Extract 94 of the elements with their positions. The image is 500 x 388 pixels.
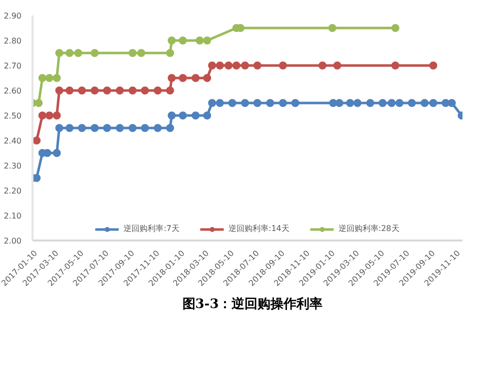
point — [408, 99, 416, 107]
point — [208, 62, 216, 70]
point — [192, 74, 200, 82]
y-tick-label: 2.00 — [4, 236, 22, 246]
y-tick-label: 2.90 — [4, 12, 22, 20]
point — [45, 74, 54, 82]
point — [328, 24, 336, 32]
point — [203, 74, 212, 82]
point — [103, 124, 112, 132]
point — [391, 62, 400, 70]
point — [232, 62, 240, 70]
point — [55, 86, 64, 94]
point — [192, 112, 200, 120]
point — [137, 49, 146, 57]
point — [154, 86, 162, 94]
point — [178, 112, 187, 120]
point — [366, 99, 374, 107]
point — [116, 124, 124, 132]
point — [166, 49, 174, 57]
point — [278, 62, 287, 70]
point — [166, 86, 174, 94]
point — [353, 99, 362, 107]
point — [66, 124, 74, 132]
point — [253, 62, 262, 70]
point — [391, 24, 400, 32]
point — [78, 86, 86, 94]
point — [140, 86, 149, 94]
y-tick-label: 2.60 — [4, 86, 22, 96]
point — [52, 149, 61, 157]
point — [45, 112, 54, 120]
point — [333, 62, 342, 70]
point — [216, 62, 224, 70]
point — [168, 112, 176, 120]
point — [154, 124, 162, 132]
point — [34, 99, 43, 107]
point — [228, 99, 236, 107]
point — [90, 86, 99, 94]
point — [116, 86, 124, 94]
point — [208, 99, 216, 107]
point — [55, 49, 64, 57]
y-tick-label: 2.20 — [4, 186, 22, 196]
point — [388, 99, 396, 107]
point — [278, 99, 287, 107]
y-tick-label: 2.70 — [4, 62, 22, 70]
legend-label: 逆回购利率:14天 — [228, 223, 290, 234]
point — [55, 124, 64, 132]
point — [241, 99, 250, 107]
y-tick-label: 2.80 — [4, 36, 22, 46]
point — [128, 124, 137, 132]
point — [166, 124, 174, 132]
legend-label: 逆回购利率:28天 — [338, 223, 400, 234]
point — [128, 49, 137, 57]
point — [241, 62, 250, 70]
point — [90, 49, 99, 57]
point — [420, 99, 429, 107]
point — [140, 124, 149, 132]
point — [429, 62, 438, 70]
point — [168, 36, 176, 44]
point — [103, 86, 112, 94]
point — [448, 99, 456, 107]
point — [90, 124, 99, 132]
point — [38, 112, 46, 120]
point — [52, 112, 61, 120]
point — [378, 99, 387, 107]
legend-label: 逆回购利率:7天 — [124, 223, 180, 234]
point — [266, 99, 274, 107]
y-tick-label: 2.50 — [4, 112, 22, 120]
point — [168, 74, 176, 82]
point — [196, 36, 204, 44]
point — [74, 49, 82, 57]
point — [66, 86, 74, 94]
point — [66, 49, 74, 57]
point — [253, 99, 262, 107]
point — [38, 74, 46, 82]
point — [216, 99, 224, 107]
point — [52, 74, 61, 82]
text: 图3-3：逆回购操作利率 — [182, 296, 323, 314]
point — [335, 99, 344, 107]
point — [78, 124, 86, 132]
point — [128, 86, 137, 94]
point — [291, 99, 300, 107]
point — [178, 36, 187, 44]
y-tick-label: 2.10 — [4, 212, 22, 220]
point — [429, 99, 438, 107]
point — [346, 99, 354, 107]
y-tick-label: 2.40 — [4, 136, 22, 146]
point — [224, 62, 233, 70]
point — [32, 136, 41, 144]
point — [318, 62, 326, 70]
point — [178, 74, 187, 82]
point — [203, 36, 212, 44]
y-tick-label: 2.30 — [4, 162, 22, 170]
point — [203, 112, 212, 120]
point — [395, 99, 404, 107]
